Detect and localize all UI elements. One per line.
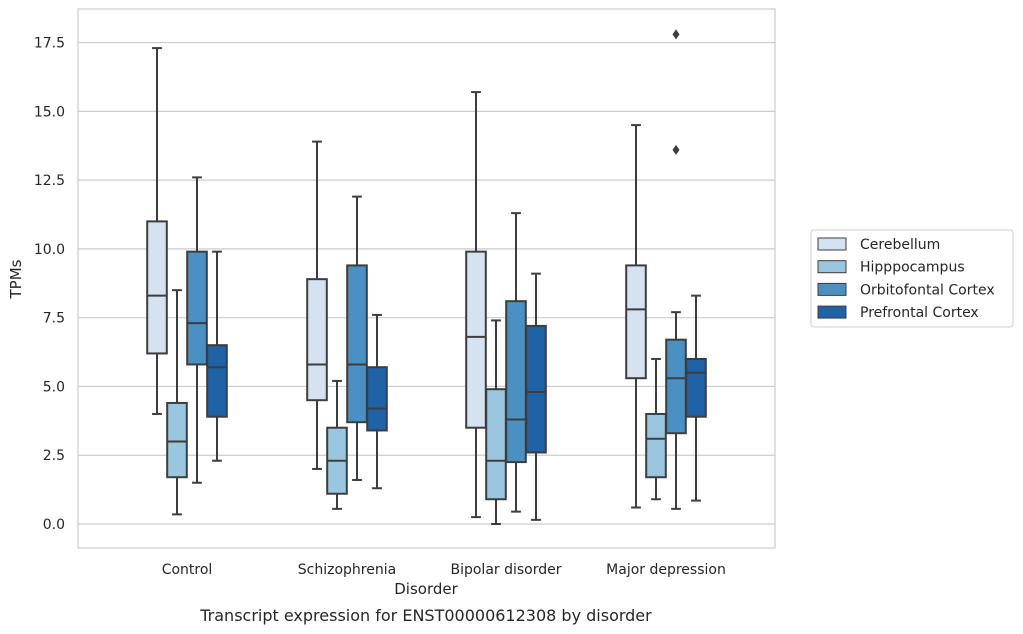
- iqr-box: [525, 324, 547, 454]
- y-tick-label: 2.5: [43, 448, 65, 464]
- legend-item: Prefrontal Cortex: [817, 305, 979, 321]
- box-hipppocampus-schizophrenia: [326, 379, 348, 510]
- iqr-box: [306, 278, 328, 402]
- x-tick-label: Major depression: [606, 562, 726, 578]
- x-tick-label: Schizophrenia: [298, 562, 396, 578]
- iqr-box: [166, 401, 188, 479]
- iqr-box: [206, 344, 228, 418]
- x-tick-label: Bipolar disorder: [450, 562, 561, 578]
- legend-label: Cerebellum: [860, 237, 940, 253]
- box-cerebellum-schizophrenia: [306, 140, 328, 470]
- box-orbitofontal-cortex-bipolar-disorder: [505, 212, 527, 513]
- legend-swatch: [817, 260, 847, 274]
- legend-swatch: [817, 237, 847, 251]
- y-tick-label: 0.0: [43, 517, 65, 533]
- legend-item: Orbitofontal Cortex: [817, 282, 995, 298]
- legend-label: Prefrontal Cortex: [860, 305, 979, 321]
- legend-item: Cerebellum: [817, 237, 940, 253]
- y-tick-label: 5.0: [43, 379, 65, 395]
- box-prefrontal-cortex-schizophrenia: [366, 313, 388, 490]
- plot-frame: [77, 8, 776, 549]
- iqr-box: [465, 250, 487, 429]
- box-hipppocampus-major-depression: [645, 357, 667, 501]
- iqr-box: [625, 264, 647, 380]
- iqr-box: [485, 388, 507, 501]
- legend-label: Orbitofontal Cortex: [860, 282, 995, 298]
- iqr-box: [685, 357, 707, 418]
- x-tick-labels: Control Schizophrenia Bipolar disorder Majo…: [162, 562, 726, 578]
- box-prefrontal-cortex-major-depression: [685, 294, 707, 502]
- iqr-box: [146, 220, 168, 355]
- legend-swatch: [817, 282, 847, 296]
- y-tick-label: 10.0: [34, 242, 65, 258]
- legend-frame: [810, 229, 1014, 328]
- box-orbitofontal-cortex-control: [186, 176, 208, 484]
- y-tick-label: 7.5: [43, 311, 65, 327]
- box-orbitofontal-cortex-schizophrenia: [346, 195, 368, 481]
- box-prefrontal-cortex-bipolar-disorder: [525, 272, 547, 521]
- x-axis-label: Disorder: [394, 580, 458, 598]
- y-tick-label: 17.5: [34, 36, 65, 52]
- legend-item: Hipppocampus: [817, 260, 965, 276]
- box-orbitofontal-cortex-major-depression: [665, 29, 687, 510]
- box-prefrontal-cortex-control: [206, 250, 228, 462]
- box-cerebellum-major-depression: [625, 124, 647, 509]
- iqr-box: [366, 366, 388, 432]
- iqr-box: [665, 338, 687, 435]
- iqr-box: [645, 412, 667, 479]
- y-tick-label: 15.0: [34, 104, 65, 120]
- x-tick-label: Control: [162, 562, 213, 578]
- chart-title: Transcript expression for ENST0000061230…: [199, 606, 652, 625]
- iqr-box: [505, 300, 527, 464]
- y-axis-label: TPMs: [7, 259, 25, 299]
- box-cerebellum-control: [146, 47, 168, 415]
- legend-label: Hipppocampus: [860, 260, 965, 276]
- outlier-point: [672, 144, 680, 155]
- y-tick-labels: 0.0 2.5 5.0 7.5 10.0 12.5 15.0 17.5: [34, 36, 65, 533]
- iqr-box: [346, 264, 368, 424]
- outlier-point: [672, 29, 680, 40]
- box-cerebellum-bipolar-disorder: [465, 91, 487, 519]
- box-hipppocampus-bipolar-disorder: [485, 319, 507, 525]
- legend-swatch: [817, 305, 847, 319]
- boxes: [146, 29, 707, 525]
- box-hipppocampus-control: [166, 289, 188, 516]
- legend: Cerebellum Hipppocampus Orbitofontal Corte…: [810, 229, 1014, 328]
- iqr-box: [186, 250, 208, 366]
- y-tick-label: 12.5: [34, 173, 65, 189]
